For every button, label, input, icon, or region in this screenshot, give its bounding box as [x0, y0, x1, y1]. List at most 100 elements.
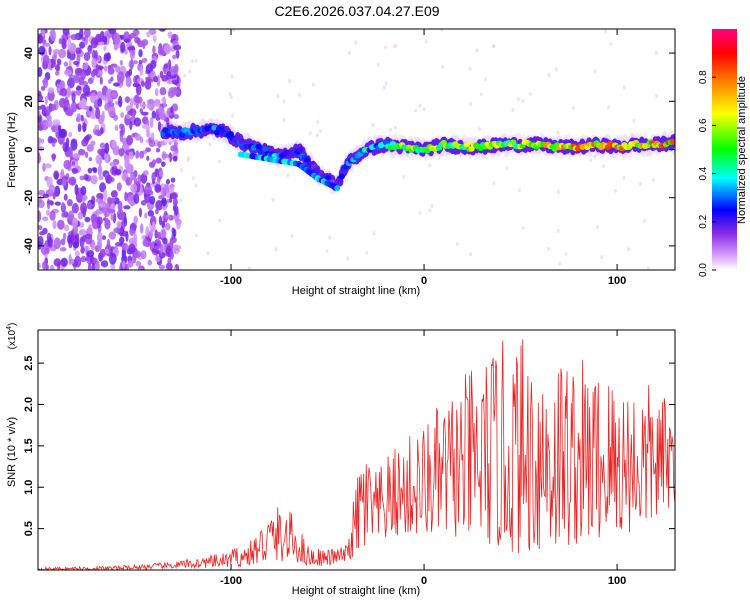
noise-blob [39, 231, 45, 236]
noise-dot [430, 204, 434, 209]
colorbar-tick-label: 0.2 [698, 214, 709, 228]
noise-blob [58, 97, 67, 108]
noise-blob [129, 121, 133, 131]
noise-blob [126, 135, 134, 146]
noise-dot [571, 106, 575, 111]
noise-blob [87, 44, 93, 53]
noise-blob [99, 76, 103, 85]
noise-blob [155, 208, 159, 215]
noise-blob [134, 176, 138, 185]
ridge-core [296, 146, 304, 153]
noise-blob [130, 171, 135, 181]
noise-dot [601, 164, 605, 169]
noise-blob [43, 54, 50, 65]
noise-dot [422, 107, 426, 112]
noise-dot [188, 69, 192, 74]
noise-blob [152, 248, 156, 253]
noise-blob [60, 168, 65, 178]
noise-dot [654, 50, 658, 55]
noise-blob [92, 49, 96, 60]
noise-blob [159, 87, 167, 96]
noise-dot [556, 190, 560, 195]
noise-blob [150, 59, 157, 69]
noise-dot [354, 40, 358, 45]
noise-dot [556, 228, 560, 233]
noise-blob [97, 41, 105, 46]
noise-dot [274, 247, 278, 252]
noise-blob [88, 105, 93, 112]
noise-dot [469, 101, 473, 106]
noise-blob [140, 250, 147, 260]
snr-ytick-label: 2.0 [23, 397, 35, 412]
noise-blob [110, 190, 118, 198]
noise-blob [119, 59, 123, 66]
snr-xtick-label: 0 [421, 575, 427, 587]
noise-dot [167, 157, 171, 162]
noise-blob [108, 231, 117, 240]
noise-dot [418, 103, 422, 108]
noise-blob [71, 202, 79, 214]
noise-blob [79, 175, 85, 181]
noise-blob [119, 236, 125, 244]
noise-dot [517, 188, 521, 193]
noise-blob [104, 103, 110, 111]
noise-blob [113, 114, 119, 121]
noise-blob [94, 129, 101, 136]
noise-dot [564, 251, 568, 256]
noise-dot [218, 159, 222, 164]
snr-multiplier-base: (x10 [7, 329, 18, 349]
noise-blob [46, 114, 52, 122]
noise-blob [110, 76, 114, 82]
noise-blob [57, 219, 65, 230]
noise-blob [124, 217, 128, 227]
noise-dot [316, 120, 320, 125]
noise-blob [72, 60, 80, 66]
noise-dot [230, 113, 234, 118]
noise-blob [71, 161, 76, 166]
noise-dot [384, 45, 388, 50]
noise-blob [86, 201, 93, 210]
noise-blob [44, 106, 51, 116]
noise-dot [491, 44, 495, 49]
noise-blob [47, 237, 53, 248]
noise-dot [347, 50, 351, 55]
noise-blob [131, 112, 136, 119]
spectrogram-ytick-label: -40 [23, 238, 35, 254]
noise-dot [208, 142, 212, 147]
noise-dot [655, 93, 659, 98]
noise-blob [149, 116, 154, 128]
noise-blob [133, 233, 138, 244]
noise-blob [38, 114, 43, 125]
noise-blob [118, 95, 123, 108]
noise-blob [38, 34, 43, 44]
noise-blob [60, 87, 68, 97]
noise-dot [232, 29, 236, 32]
colorbar-tick-label: 0.6 [698, 118, 709, 132]
noise-blob [139, 223, 144, 234]
noise-blob [138, 150, 145, 159]
noise-dot [469, 252, 473, 257]
noise-blob [67, 210, 75, 222]
noise-blob [38, 66, 43, 78]
noise-blob [68, 254, 72, 266]
noise-blob [63, 193, 68, 201]
noise-blob [42, 216, 49, 221]
noise-blob [81, 241, 85, 248]
noise-blob [113, 227, 121, 233]
noise-blob [103, 65, 108, 72]
noise-blob [148, 140, 156, 147]
noise-blob [77, 148, 86, 156]
noise-blob [40, 244, 48, 249]
noise-blob [119, 212, 125, 221]
noise-blob [53, 237, 61, 250]
noise-blob [70, 102, 75, 110]
noise-dot [173, 267, 177, 270]
noise-blob [72, 153, 80, 159]
ridge-core [303, 157, 311, 163]
noise-blob [118, 147, 125, 157]
noise-dot [632, 118, 636, 123]
noise-dot [311, 82, 315, 87]
noise-blob [148, 29, 157, 35]
noise-blob [110, 63, 118, 68]
